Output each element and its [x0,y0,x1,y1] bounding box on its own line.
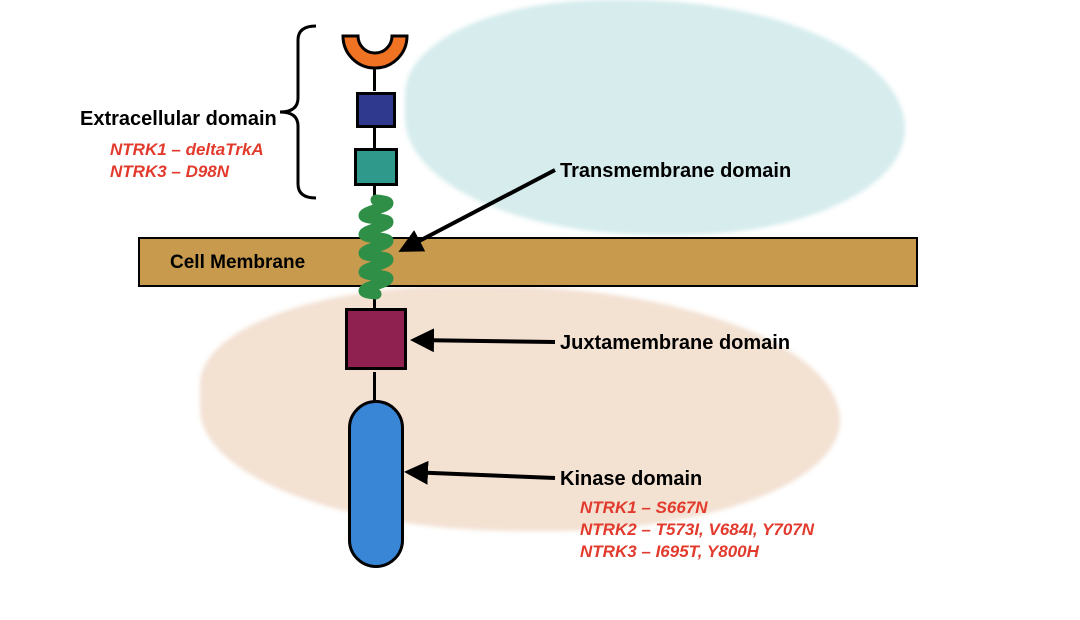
juxtamembrane-domain-shape [345,308,407,370]
extracellular-brace [280,26,316,198]
cell-membrane-label: Cell Membrane [170,252,305,274]
mutation-kinase-line-0: NTRK1 – S667N [580,498,708,518]
ig-domain-2 [354,148,398,186]
mutation-kinase-line-2: NTRK3 – I695T, Y800H [580,542,759,562]
mutation-extracellular-line-0: NTRK1 – deltaTrkA [110,140,264,160]
mutation-extracellular-line-1: NTRK3 – D98N [110,162,229,182]
label-extracellular-domain: Extracellular domain [80,108,277,131]
ig-domain-1 [356,92,396,128]
kinase-domain-shape [348,400,404,568]
label-juxtamembrane-domain: Juxtamembrane domain [560,332,790,355]
bg-blob-lower [200,286,840,531]
label-kinase-domain: Kinase domain [560,468,702,491]
mutation-kinase-line-1: NTRK2 – T573I, V684I, Y707N [580,520,814,540]
connector-4 [373,372,376,402]
bg-blob-upper [405,0,905,235]
connector-1 [373,128,376,148]
connector-2 [373,184,376,202]
label-transmembrane-domain: Transmembrane domain [560,160,791,183]
connector-0 [373,56,376,91]
